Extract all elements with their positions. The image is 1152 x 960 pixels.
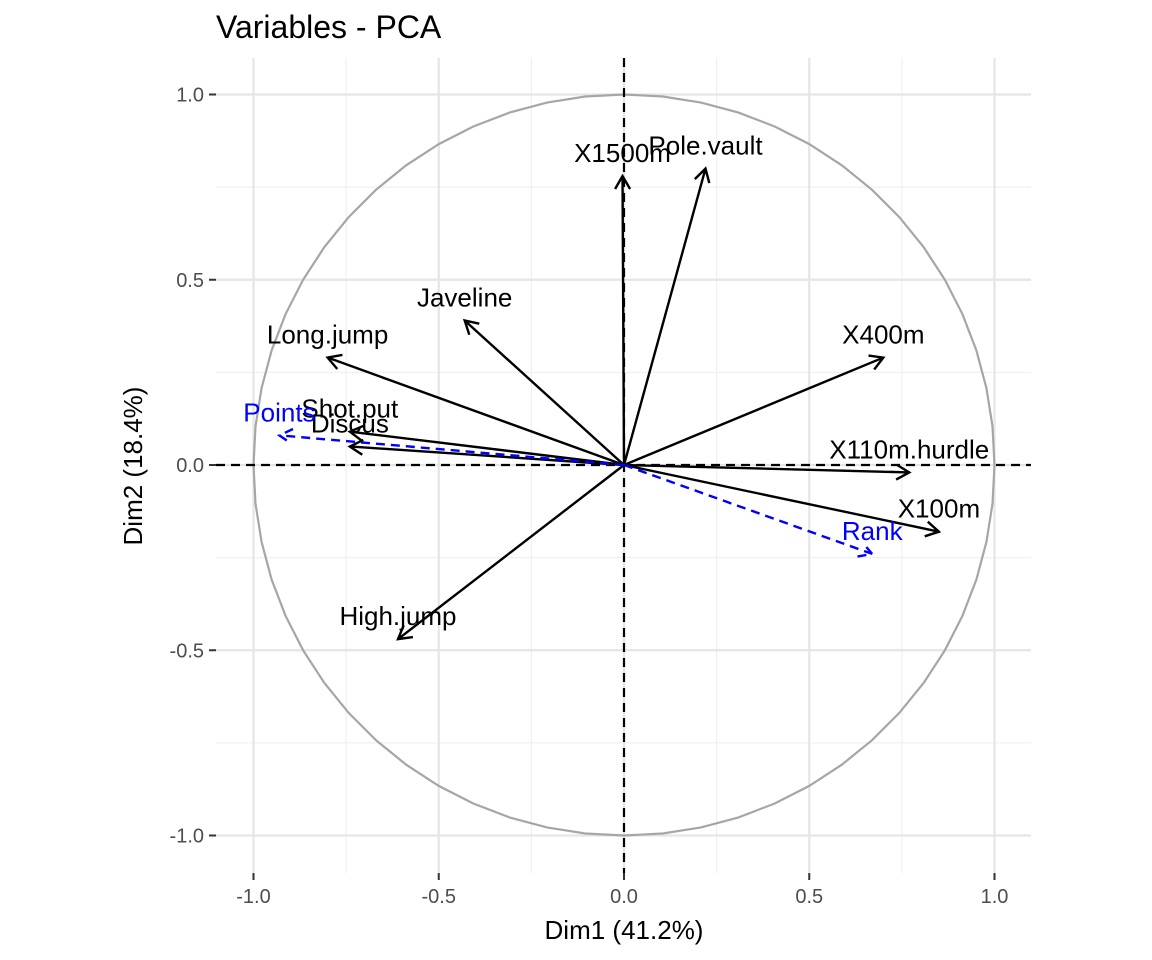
arrow-x100m [623, 463, 940, 533]
y-tick-label: -1.0 [170, 826, 204, 848]
label-x110m-hurdle: X110m.hurdle [829, 434, 989, 464]
arrow-x1500m [621, 176, 626, 466]
x-tick-label: 0.0 [610, 886, 638, 908]
arrow-x110m-hurdle [623, 463, 910, 474]
label-x100m: X100m [898, 494, 980, 524]
chart-title: Variables - PCA [216, 9, 442, 45]
label-x1500m: X1500m [574, 138, 671, 168]
x-tick-label: 0.5 [795, 886, 823, 908]
arrow-head [693, 166, 711, 184]
arrow-head [614, 173, 632, 190]
arrow-head [924, 520, 942, 538]
label-discus: Discus [311, 408, 389, 438]
y-axis-title: Dim2 (18.4%) [118, 387, 148, 546]
arrow-long-jump [327, 356, 625, 467]
x-tick-label: -0.5 [422, 886, 456, 908]
arrow-shot-put [349, 430, 625, 467]
axis-ticks: -1.0 -0.5 0.0 0.5 1.0 1.0 0.5 0.0 -0.5 -1.0 [170, 85, 1009, 909]
arrow-head [325, 353, 343, 370]
label-long-jump: Long.jump [267, 320, 388, 350]
label-pole-vault: Pole.vault [648, 131, 763, 161]
y-tick-label: 0.5 [176, 270, 204, 292]
y-tick-label: 1.0 [176, 85, 204, 107]
arrow-pole-vault [622, 168, 707, 466]
arrow-head [347, 438, 364, 456]
arrow-points [279, 434, 625, 467]
y-tick-label: 0.0 [176, 455, 204, 477]
arrow-head [868, 354, 886, 371]
arrow-head [895, 463, 912, 481]
x-tick-label: 1.0 [981, 886, 1009, 908]
x-axis-title: Dim1 (41.2%) [545, 915, 704, 945]
arrow-high-jump [397, 464, 625, 641]
arrow-javeline [463, 319, 625, 466]
label-high-jump: High.jump [339, 601, 456, 631]
arrow-head [396, 624, 414, 641]
arrow-head [857, 541, 875, 558]
arrow-x400m [623, 356, 884, 467]
y-tick-label: -0.5 [170, 640, 204, 662]
arrow-head [277, 427, 294, 445]
arrow-head [347, 424, 365, 442]
variable-labels: X100m Long.jump Shot.put High.jump X400m X110… [243, 131, 989, 632]
x-tick-label: -1.0 [236, 886, 270, 908]
label-shot-put: Shot.put [301, 394, 399, 424]
label-javeline: Javeline [417, 283, 512, 313]
label-points: Points [243, 397, 315, 427]
label-rank: Rank [842, 516, 904, 546]
variable-arrows [277, 166, 942, 641]
label-x400m: X400m [842, 320, 924, 350]
arrow-head [462, 318, 480, 336]
